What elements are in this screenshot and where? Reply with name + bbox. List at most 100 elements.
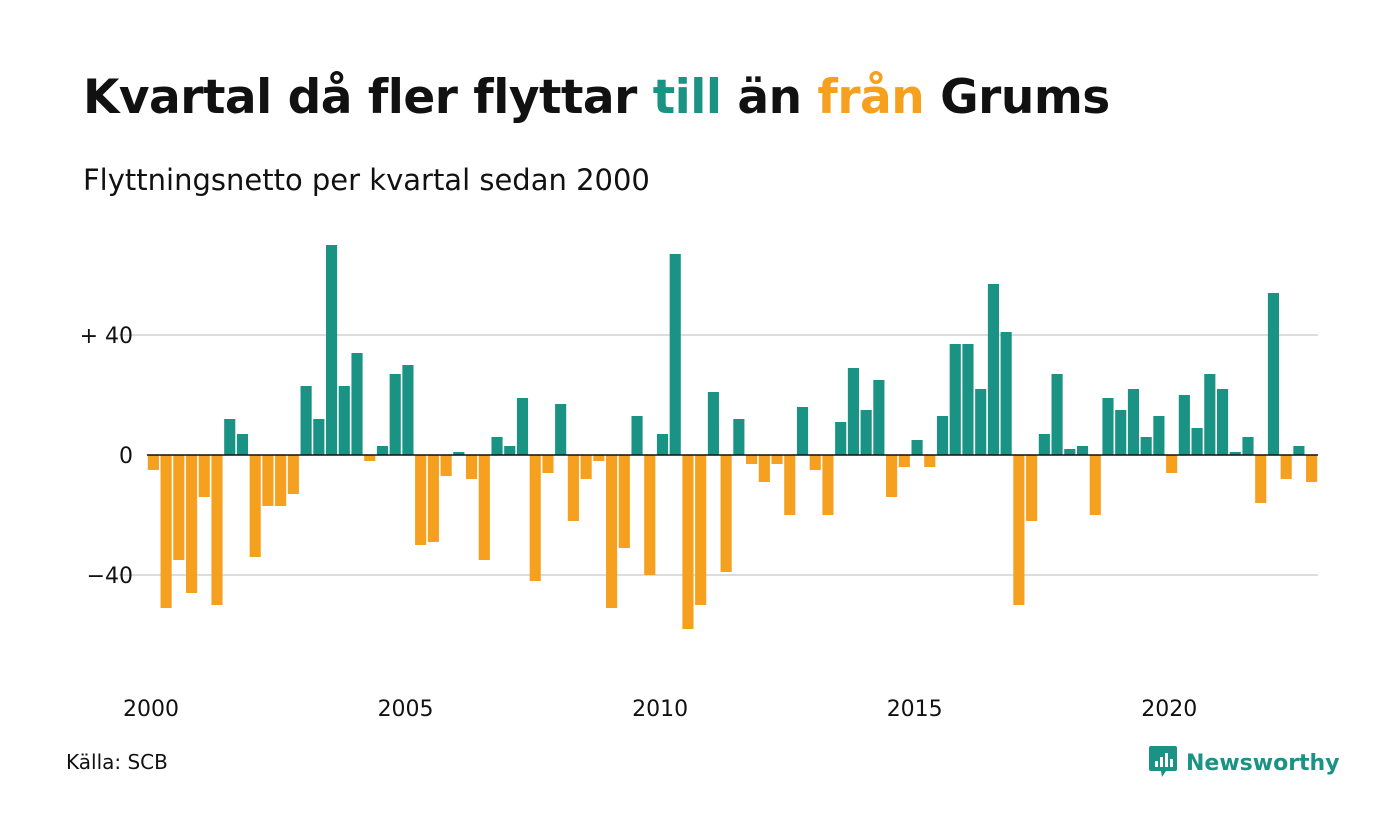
bar-quarter-22 [415,455,427,545]
y-tick-label: −40 [87,564,133,589]
bar-quarter-25 [453,452,465,455]
bar-quarter-45 [707,392,719,455]
bar-quarter-38 [618,455,630,548]
bar-quarter-8 [236,434,249,455]
bar-quarter-6 [211,455,223,605]
bar-quarter-61 [911,440,923,455]
bar-quarter-10 [262,455,274,506]
bar-quarter-35 [580,455,592,479]
bar-quarter-46 [720,455,732,572]
bar-quarter-19 [376,446,389,455]
bar-quarter-77 [1115,410,1127,455]
bar-quarter-2 [160,455,172,608]
bar-quarter-82 [1178,395,1190,455]
bar-quarter-21 [402,365,414,455]
axes: −40 0 + 40 2000 2005 2010 2015 2020 [80,324,1318,722]
bar-quarter-47 [733,419,745,455]
bar-quarter-59 [886,455,898,497]
bar-quarter-9 [249,455,261,557]
bar-quarter-24 [440,455,452,476]
bar-quarter-11 [275,455,287,506]
bar-quarter-36 [593,455,605,461]
bar-quarter-84 [1204,374,1216,455]
gridlines [119,334,1318,576]
bar-quarter-23 [427,455,439,542]
bar-quarter-1 [147,455,159,470]
bar-quarter-58 [873,380,885,455]
title-part-1: Kvartal då fler flyttar [83,70,653,125]
bar-quarter-52 [796,407,809,455]
title-part-5: Grums [924,70,1110,125]
bars [147,245,1318,629]
chart-subtitle: Flyttningsnetto per kvartal sedan 2000 [83,163,650,197]
bar-quarter-43 [682,455,694,629]
title-word-till: till [652,70,722,125]
bar-quarter-27 [478,455,490,560]
bar-quarter-73 [1064,449,1076,455]
bar-quarter-68 [1000,332,1012,455]
newsworthy-chart-icon [1148,744,1178,782]
title-word-fran: från [817,70,925,125]
bar-quarter-48 [746,455,758,464]
x-tick-label: 2020 [1141,697,1197,722]
y-tick-label: 0 [119,444,133,469]
x-tick-label: 2015 [887,697,943,722]
bar-quarter-42 [669,254,681,455]
bar-quarter-81 [1166,455,1178,473]
bar-quarter-37 [606,455,618,608]
bar-quarter-50 [771,455,783,464]
bar-quarter-39 [631,416,643,455]
bar-quarter-40 [644,455,656,575]
bar-quarter-49 [758,455,770,482]
bar-quarter-60 [898,455,910,467]
bar-quarter-41 [656,434,669,455]
bar-quarter-85 [1216,389,1229,455]
bar-quarter-32 [542,455,554,473]
brand-logo: Newsworthy [1148,744,1340,782]
bar-quarter-14 [313,419,325,455]
bar-quarter-31 [529,455,541,581]
bar-quarter-44 [695,455,707,605]
bar-quarter-16 [338,386,350,455]
bar-quarter-67 [987,284,999,455]
bar-quarter-26 [466,455,478,479]
bar-quarter-53 [809,455,821,470]
bar-quarter-56 [847,368,859,455]
bar-quarter-13 [300,386,312,455]
bar-quarter-15 [326,245,338,455]
bar-quarter-79 [1140,437,1152,455]
bar-quarter-20 [389,374,401,455]
bar-quarter-5 [198,455,210,497]
bar-quarter-69 [1013,455,1025,605]
bar-quarter-54 [822,455,834,515]
bar-quarter-66 [975,389,987,455]
title-part-3: än [721,70,818,125]
bar-quarter-7 [224,419,236,455]
bar-quarter-78 [1127,389,1140,455]
bar-quarter-72 [1051,374,1063,455]
bar-quarter-55 [835,422,847,455]
bar-quarter-70 [1026,455,1038,521]
bar-quarter-57 [860,410,872,455]
x-tick-label: 2000 [123,697,179,722]
bar-quarter-90 [1280,455,1292,479]
bar-quarter-63 [936,416,949,455]
bar-quarter-80 [1153,416,1165,455]
brand-name: Newsworthy [1186,750,1340,776]
bar-quarter-29 [504,446,516,455]
bar-quarter-91 [1293,446,1305,455]
bar-quarter-76 [1102,398,1114,455]
bar-quarter-34 [567,455,579,521]
bar-quarter-4 [185,455,198,593]
bar-quarter-17 [351,353,363,455]
bar-quarter-62 [924,455,936,467]
bar-quarter-65 [962,344,974,455]
y-tick-label: + 40 [80,324,133,349]
bar-quarter-30 [516,398,529,455]
bar-quarter-3 [173,455,185,560]
bar-quarter-88 [1255,455,1267,503]
bar-quarter-74 [1076,446,1089,455]
source-note: Källa: SCB [66,750,168,774]
bar-quarter-12 [287,455,299,494]
bar-chart: −40 0 + 40 2000 2005 2010 2015 2020 [80,245,1318,722]
